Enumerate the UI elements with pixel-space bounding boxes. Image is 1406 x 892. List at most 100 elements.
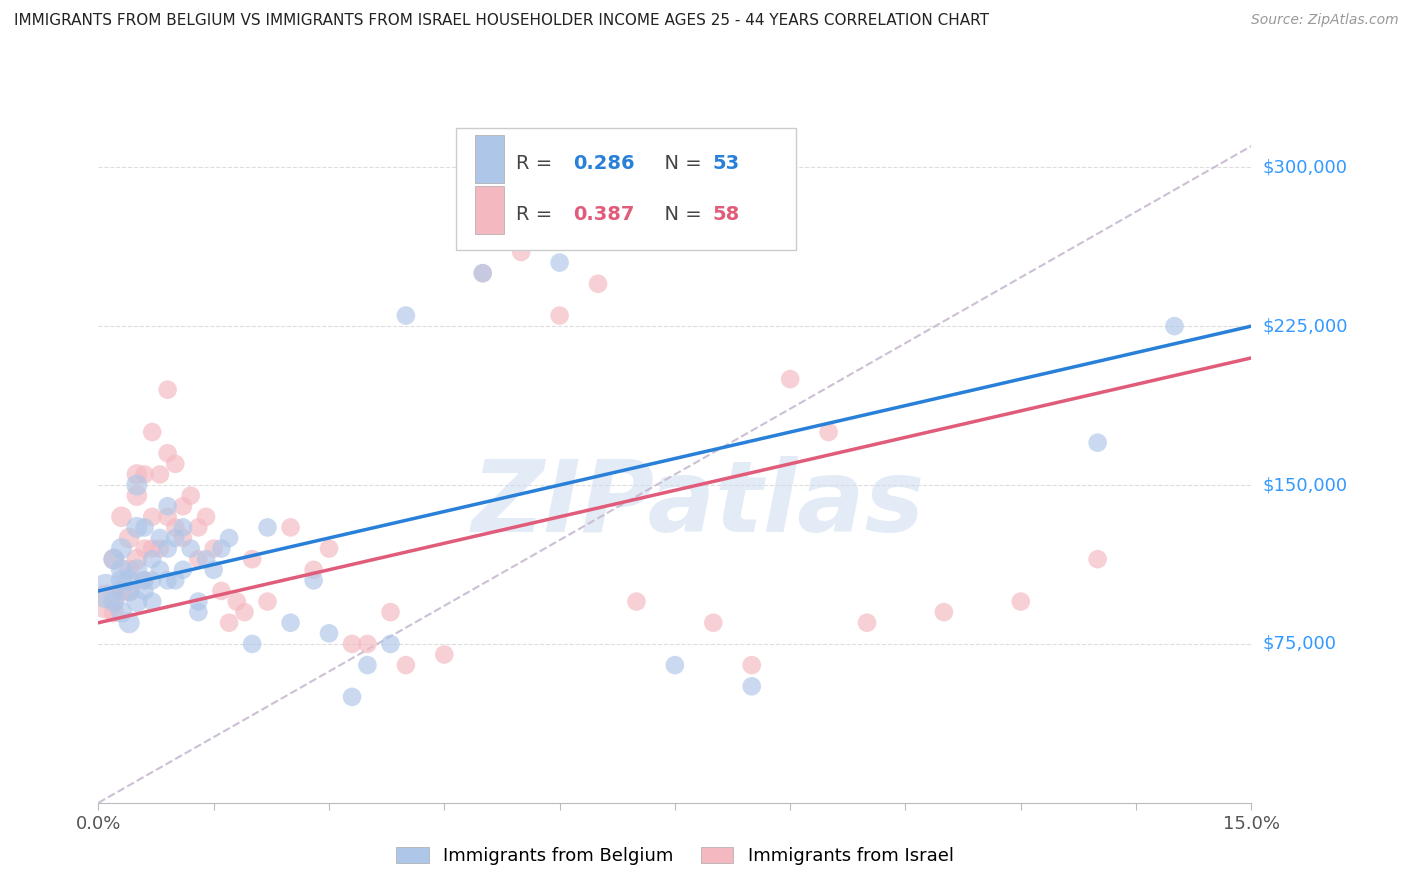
Text: Source: ZipAtlas.com: Source: ZipAtlas.com (1251, 13, 1399, 28)
Point (932, 605, 955, 619)
Point (1010, 594, 1032, 608)
Point (125, 594, 148, 608)
Point (741, 679, 763, 693)
Point (218, 615, 240, 630)
Legend: Immigrants from Belgium, Immigrants from Israel: Immigrants from Belgium, Immigrants from… (387, 838, 963, 874)
Point (156, 509, 179, 524)
Point (110, 583, 132, 598)
Point (256, 594, 278, 608)
Point (149, 467, 172, 482)
Point (134, 541, 156, 556)
Text: $300,000: $300,000 (1263, 158, 1347, 177)
Point (125, 520, 148, 534)
Point (149, 531, 172, 545)
Text: 0.387: 0.387 (574, 205, 634, 224)
Point (548, 255, 571, 269)
Point (180, 489, 202, 503)
Point (118, 583, 141, 598)
Point (172, 500, 194, 514)
Point (141, 552, 163, 566)
Point (380, 605, 402, 619)
Point (280, 615, 302, 630)
Point (94, 583, 117, 598)
Point (110, 605, 132, 619)
Point (779, 372, 801, 386)
Point (302, 574, 325, 588)
Point (340, 690, 363, 704)
Point (134, 520, 156, 534)
Point (103, 594, 125, 608)
Point (626, 594, 648, 608)
Point (187, 520, 209, 534)
Point (134, 574, 156, 588)
Point (118, 615, 141, 630)
Point (202, 541, 225, 556)
Text: N =: N = (652, 205, 707, 224)
Point (165, 574, 187, 588)
Point (103, 552, 125, 566)
Text: 53: 53 (713, 154, 740, 173)
Point (209, 541, 232, 556)
Point (141, 541, 163, 556)
Point (134, 574, 156, 588)
Point (110, 541, 132, 556)
Point (125, 552, 148, 566)
Point (118, 574, 141, 588)
Point (209, 583, 232, 598)
Point (172, 531, 194, 545)
Point (240, 637, 263, 651)
Point (110, 574, 132, 588)
Point (586, 277, 609, 291)
Text: R =: R = (516, 205, 558, 224)
Point (172, 520, 194, 534)
Point (125, 489, 148, 503)
Point (195, 509, 218, 524)
Point (118, 583, 141, 598)
Point (187, 552, 209, 566)
Point (318, 541, 340, 556)
Point (141, 509, 163, 524)
Point (94, 594, 117, 608)
Point (141, 425, 163, 439)
Text: 58: 58 (713, 205, 740, 224)
Point (110, 509, 132, 524)
Point (256, 520, 278, 534)
Point (548, 309, 571, 323)
Text: $75,000: $75,000 (1263, 635, 1337, 653)
Point (510, 235, 533, 249)
Bar (475, 136, 505, 183)
Point (233, 605, 256, 619)
Point (187, 605, 209, 619)
Text: ZIPatlas: ZIPatlas (471, 456, 925, 553)
Point (817, 425, 839, 439)
Point (702, 615, 724, 630)
Point (510, 244, 533, 259)
Point (195, 552, 218, 566)
Point (134, 583, 156, 598)
Point (125, 478, 148, 492)
Point (202, 563, 225, 577)
Point (141, 574, 163, 588)
Point (118, 531, 141, 545)
Point (1087, 552, 1109, 566)
Point (134, 467, 156, 482)
Point (741, 658, 763, 673)
Point (664, 658, 686, 673)
Point (302, 563, 325, 577)
Point (156, 383, 179, 397)
Point (1163, 319, 1185, 334)
Point (156, 574, 179, 588)
Point (187, 594, 209, 608)
Text: $225,000: $225,000 (1263, 318, 1348, 335)
Point (118, 563, 141, 577)
Point (1087, 435, 1109, 450)
Point (380, 637, 402, 651)
Point (165, 531, 187, 545)
Point (340, 637, 363, 651)
Text: $150,000: $150,000 (1263, 476, 1347, 494)
Bar (475, 186, 505, 234)
Point (586, 224, 609, 238)
Text: R =: R = (516, 154, 558, 173)
Point (471, 266, 494, 280)
Point (165, 520, 187, 534)
